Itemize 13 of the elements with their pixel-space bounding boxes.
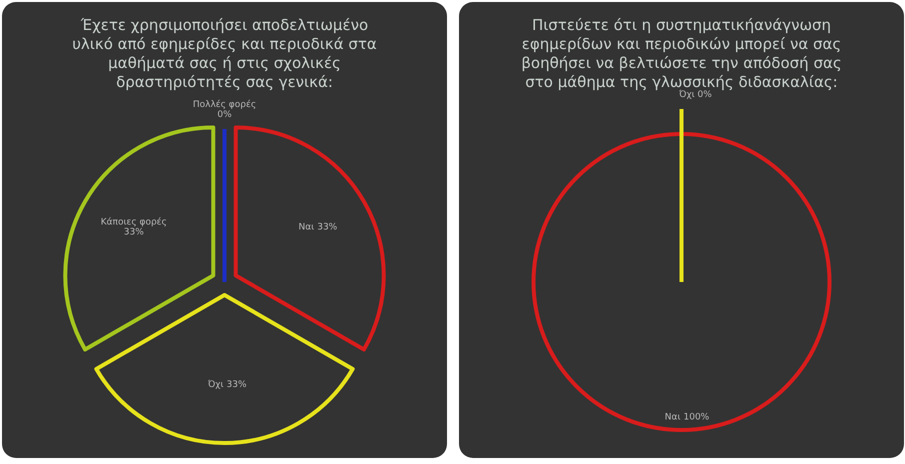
data-label: 33% [124, 228, 144, 238]
chart-title: Έχετε χρησιμοποιήσει αποδελτιωμένο υλικό από εφημερίδες και περιοδικά στα μαθήματά σας ή στις σχολικές δραστηριότητές σας γενικά: [72, 16, 377, 91]
data-label: 33% [226, 380, 247, 390]
slice-label: Κάποιες φορές [100, 216, 167, 228]
data-label: 100% [684, 412, 710, 423]
slice-label: Όχι [206, 378, 224, 390]
data-label: 33% [317, 222, 338, 233]
category-label: Όχι 0% [679, 90, 712, 100]
slice-label: Ναι [664, 412, 680, 423]
slice-label: Ναι [298, 222, 314, 233]
chart-title: Πιστεύετε ότι η συστηματικήανάγνωση εφημερίδων και περιοδικών μπορεί να σας βοηθήσει να βελτιώσετε την απόδοσή σας στο μάθημα της γλωσσικής διδασκαλίας: [521, 16, 842, 91]
category-label: Πολλές φορές [192, 100, 256, 110]
text: 0% [217, 110, 232, 120]
